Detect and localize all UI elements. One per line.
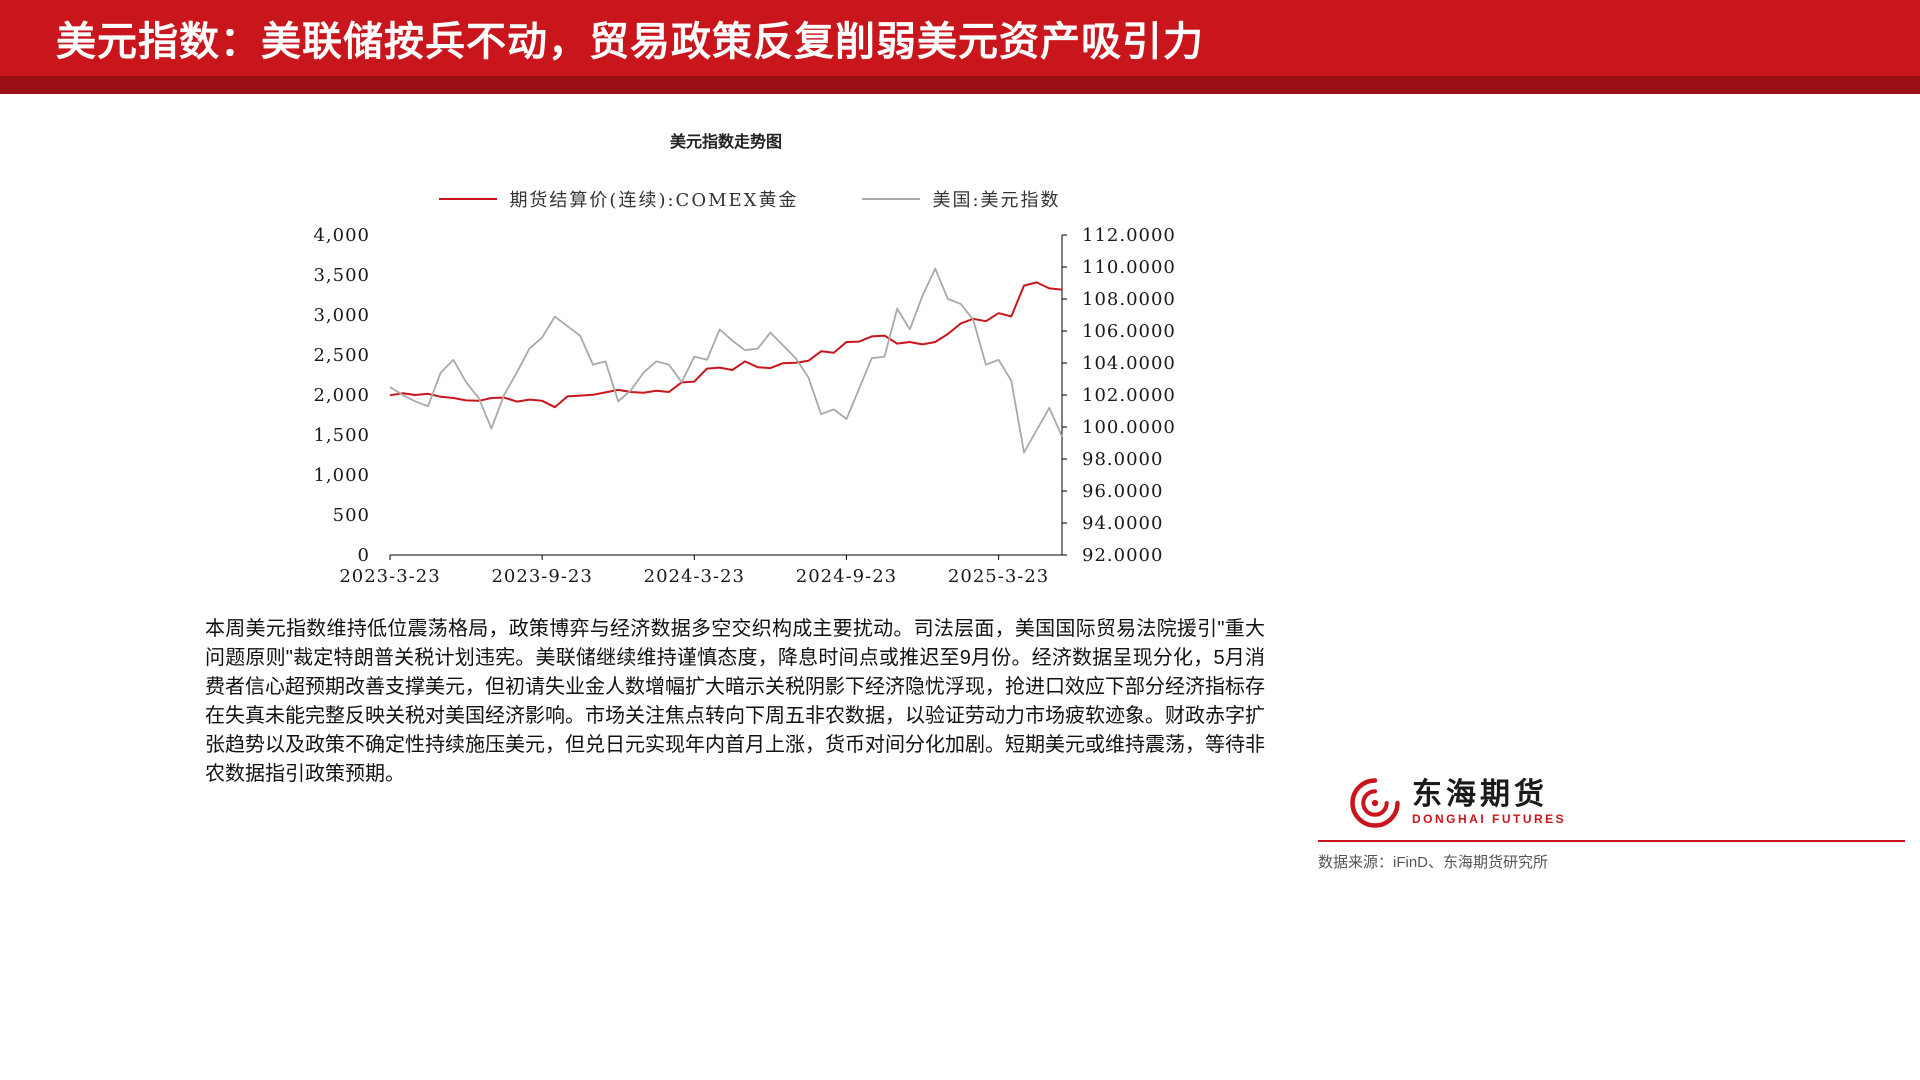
logo-name-en: DONGHAI FUTURES xyxy=(1412,812,1567,826)
right-axis-label: 110.0000 xyxy=(1082,257,1176,278)
trend-chart-svg: 4,000 3,500 3,000 2,500 2,000 1,500 1,000 500 0 1… xyxy=(313,225,1176,587)
gold-line-swatch xyxy=(439,198,498,200)
legend-item-dxy: 美国:美元指数 xyxy=(862,186,1060,212)
chart-legend: 期货结算价(连续):COMEX黄金 美国:美元指数 xyxy=(300,186,1200,212)
right-axis-label: 96.0000 xyxy=(1082,481,1163,502)
legend-label-gold: 期货结算价(连续):COMEX黄金 xyxy=(509,190,799,211)
dollar-index-chart: 美元指数走势图 期货结算价(连续):COMEX黄金 美国:美元指数 4,000 3… xyxy=(300,128,1200,608)
commentary-paragraph: 本周美元指数维持低位震荡格局，政策博弈与经济数据多空交织构成主要扰动。司法层面，… xyxy=(205,618,1265,785)
right-axis-label: 108.0000 xyxy=(1082,289,1176,310)
chart-title: 美元指数走势图 xyxy=(669,134,782,151)
title-banner: 美元指数：美联储按兵不动，贸易政策反复削弱美元资产吸引力 xyxy=(0,0,1920,76)
series-line-0 xyxy=(389,281,1063,409)
legend-label-dxy: 美国:美元指数 xyxy=(932,190,1061,211)
left-axis-label: 2,000 xyxy=(313,385,370,406)
left-axis-label: 0 xyxy=(358,545,370,566)
footer: 东海期货 DONGHAI FUTURES 数据来源：iFinD、东海期货研究所 xyxy=(1318,772,1905,872)
right-axis-label: 102.0000 xyxy=(1082,385,1176,406)
right-axis-label: 106.0000 xyxy=(1082,321,1176,342)
dragon-logo-icon xyxy=(1350,778,1400,828)
banner-accent-strip xyxy=(0,76,1920,94)
right-axis-label: 100.0000 xyxy=(1082,417,1176,438)
left-axis-label: 1,500 xyxy=(313,425,370,446)
dxy-line-swatch xyxy=(862,198,921,200)
legend-item-gold: 期货结算价(连续):COMEX黄金 xyxy=(439,186,798,212)
x-axis-label: 2025-3-23 xyxy=(948,566,1049,587)
data-source-note: 数据来源：iFinD、东海期货研究所 xyxy=(1318,854,1549,871)
footer-divider xyxy=(1318,840,1905,842)
x-axis-label: 2023-9-23 xyxy=(491,566,592,587)
left-axis-label: 1,000 xyxy=(313,465,370,486)
page-title: 美元指数：美联储按兵不动，贸易政策反复削弱美元资产吸引力 xyxy=(56,20,1204,64)
series-line-1 xyxy=(389,267,1063,454)
left-axis-label: 2,500 xyxy=(313,345,370,366)
company-logo: 东海期货 DONGHAI FUTURES xyxy=(1348,772,1905,834)
x-axis-label: 2024-3-23 xyxy=(644,566,745,587)
logo-name-cn: 东海期货 xyxy=(1412,777,1548,812)
left-axis-label: 3,000 xyxy=(313,305,370,326)
right-axis-label: 92.0000 xyxy=(1082,545,1163,566)
x-axis-label: 2024-9-23 xyxy=(796,566,897,587)
logo-text-block: 东海期货 DONGHAI FUTURES xyxy=(1412,779,1566,827)
left-axis-label: 4,000 xyxy=(313,225,370,246)
right-axis-label: 112.0000 xyxy=(1082,225,1176,246)
left-axis-label: 500 xyxy=(333,505,370,526)
right-axis-label: 98.0000 xyxy=(1082,449,1163,470)
right-axis-label: 94.0000 xyxy=(1082,513,1163,534)
left-axis-label: 3,500 xyxy=(313,265,370,286)
right-axis-label: 104.0000 xyxy=(1082,353,1176,374)
x-axis-label: 2023-3-23 xyxy=(339,566,440,587)
